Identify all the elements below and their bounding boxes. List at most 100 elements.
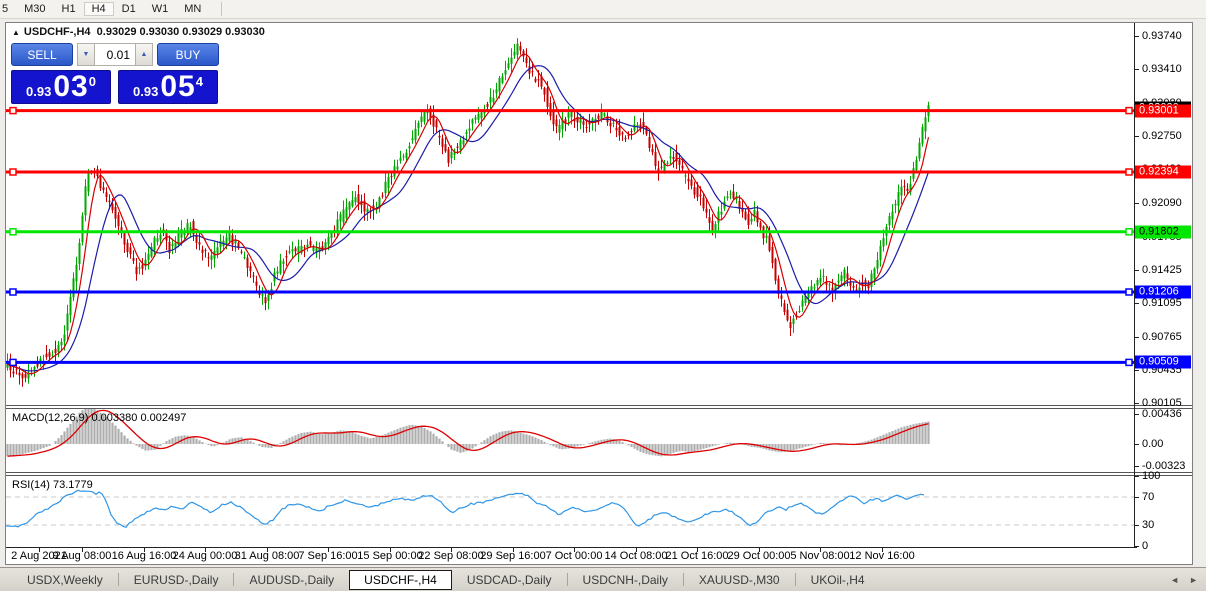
chart-window[interactable]: ▲ USDCHF-,H4 0.93029 0.93030 0.93029 0.93… [5,22,1193,565]
sell-price-prefix: 0.93 [26,84,52,99]
buy-price-sup: 4 [195,74,203,89]
macd-tick-mark [1134,466,1139,467]
price-tick-label: 0.92090 [1142,197,1182,209]
chart-tab-xauusd-m30[interactable]: XAUUSD-,M30 [698,572,780,587]
time-tick-label: 7 Oct 00:00 [545,550,603,562]
time-tick-label: 9 Aug 08:00 [52,550,112,562]
rsi-tick-mark [1134,476,1139,477]
time-tick-label: 12 Nov 16:00 [849,550,915,562]
timeframe-button-h4[interactable]: H4 [83,2,114,16]
price-tick-label: 0.90105 [1142,397,1182,409]
price-tick-label: 0.93410 [1142,63,1182,75]
time-tick-mark [205,548,206,552]
tab-scroll-right-arrow[interactable]: ► [1189,575,1198,585]
chart-tab-usdx-weekly[interactable]: USDX,Weekly [27,572,103,587]
tab-separator [794,573,796,586]
toolbar-separator [221,2,223,16]
rsi-tick-mark [1134,497,1139,498]
hline-price-label: 0.91802 [1135,225,1191,239]
price-tick-label: 0.90765 [1142,331,1182,343]
rsi-tick-label: 100 [1142,470,1161,482]
macd-tick-mark [1134,444,1139,445]
time-tick-mark [882,548,883,552]
rsi-tick-mark [1134,525,1139,526]
price-tick-mark [1134,136,1139,137]
rsi-tick-label: 30 [1142,519,1155,531]
macd-tick-label: -0.00323 [1142,460,1186,472]
macd-indicator-canvas[interactable] [6,409,1134,472]
time-tick-mark [82,548,83,552]
time-tick-label: 22 Sep 08:00 [418,550,484,562]
buy-price-main: 05 [160,70,196,103]
tab-separator [233,573,235,586]
chart-title: USDCHF-,H4 [23,26,91,38]
time-tick-mark [820,548,821,552]
tab-scroll-left-arrow[interactable]: ◄ [1170,575,1180,585]
price-tick-mark [1134,270,1139,271]
time-tick-mark [451,548,452,552]
volume-decrease-button[interactable]: ▼ [77,43,95,66]
rsi-tick-label: 0 [1142,540,1149,552]
timeframe-button-h1[interactable]: H1 [61,3,76,15]
timeframe-button-w1[interactable]: W1 [151,3,169,15]
timeframe-button-m30[interactable]: M30 [24,3,46,15]
chart-tab-usdchf-h4[interactable]: USDCHF-,H4 [349,569,452,590]
rsi-header: RSI(14) 73.1779 [12,479,93,491]
price-tick-mark [1134,203,1139,204]
chart-header[interactable]: ▲ USDCHF-,H4 0.93029 0.93030 0.93029 0.93… [12,26,265,38]
buy-price-box[interactable]: 0.93 05 4 [118,70,218,104]
timeframe-toolbar: 5 M30 H1 H4 D1 W1 MN [0,0,1206,19]
chart-tab-usdcnh-daily[interactable]: USDCNH-,Daily [582,572,668,587]
hline-price-label: 0.93001 [1135,104,1191,118]
time-tick-label: 21 Oct 16:00 [665,550,729,562]
time-tick-label: 29 Oct 00:00 [727,550,791,562]
sell-price-box[interactable]: 0.93 03 0 [11,70,111,104]
macd-tick-label: 0.00436 [1142,408,1182,420]
chart-quotes: 0.93029 0.93030 0.93029 0.93030 [96,26,265,38]
rsi-indicator-canvas[interactable] [6,476,1134,548]
price-tick-mark [1134,337,1139,338]
sell-button[interactable]: SELL [11,43,73,66]
time-tick-label: 24 Aug 00:00 [172,550,238,562]
time-tick-mark [759,548,760,552]
time-tick-label: 5 Nov 08:00 [790,550,850,562]
hline-price-label: 0.92394 [1135,165,1191,179]
price-chart-canvas[interactable] [6,23,1134,405]
macd-tick-label: 0.00 [1142,438,1164,450]
time-tick-mark [513,548,514,552]
time-tick-label: 16 Aug 16:00 [111,550,177,562]
sell-price-sup: 0 [88,74,96,89]
tab-separator [117,573,119,586]
time-tick-label: 15 Sep 00:00 [357,550,423,562]
chart-tab-audusd-daily[interactable]: AUDUSD-,Daily [249,572,335,587]
collapse-arrow-icon[interactable]: ▲ [12,28,20,37]
timeframe-button-mn[interactable]: MN [184,3,202,15]
tab-separator [566,573,568,586]
volume-increase-button[interactable]: ▲ [135,43,153,66]
timeframe-button-5[interactable]: 5 [2,3,9,15]
chart-tab-ukoil-h4[interactable]: UKOil-,H4 [810,572,865,587]
price-tick-label: 0.91425 [1142,264,1182,276]
price-tick-mark [1134,370,1139,371]
panel-separator[interactable] [6,472,1192,476]
macd-header: MACD(12,26,9) 0.003380 0.002497 [12,412,187,424]
price-tick-label: 0.92750 [1142,130,1182,142]
chart-tab-usdcad-daily[interactable]: USDCAD-,Daily [466,572,552,587]
time-tick-mark [267,548,268,552]
time-tick-label: 31 Aug 08:00 [234,550,300,562]
rsi-tick-label: 70 [1142,491,1155,503]
time-tick-mark [39,548,40,552]
tab-scroll-arrows: ◄ ► [1170,575,1198,585]
one-click-trade-panel: SELL ▼ 0.01 ▲ BUY 0.93 03 0 0.93 05 4 [11,43,221,104]
chart-tab-eurusd-daily[interactable]: EURUSD-,Daily [133,572,219,587]
chart-tab-bar: USDX,Weekly EURUSD-,Daily AUDUSD-,Daily USD… [0,567,1206,591]
timeframe-button-d1[interactable]: D1 [121,3,136,15]
panel-separator[interactable] [6,405,1192,409]
time-tick-mark [390,548,391,552]
buy-button[interactable]: BUY [157,43,219,66]
price-tick-label: 0.91095 [1142,297,1182,309]
time-tick-mark [636,548,637,552]
volume-input[interactable]: 0.01 [95,43,135,66]
time-tick-label: 29 Sep 16:00 [480,550,546,562]
buy-price-prefix: 0.93 [133,84,159,99]
